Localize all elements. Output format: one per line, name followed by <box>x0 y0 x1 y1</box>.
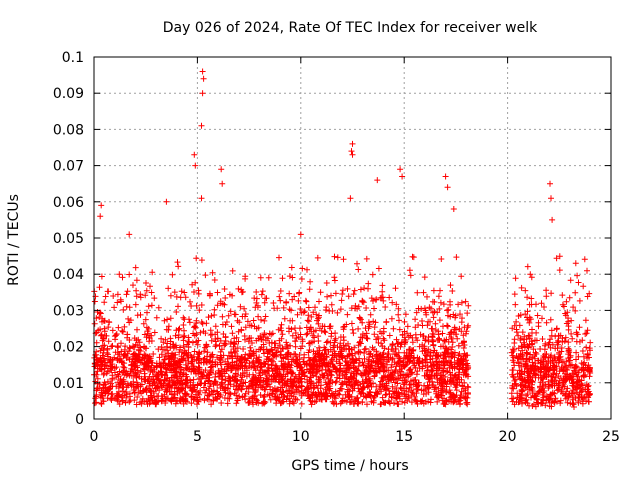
y-tick-label: 0.01 <box>53 376 84 392</box>
y-tick-label: 0.1 <box>62 50 84 66</box>
y-tick-label: 0.06 <box>53 195 84 211</box>
y-tick-label: 0.09 <box>53 86 84 102</box>
y-tick-label: 0.07 <box>53 159 84 175</box>
x-tick-label: 25 <box>602 429 620 445</box>
y-tick-label: 0.04 <box>53 267 84 283</box>
y-tick-label: 0.02 <box>53 340 84 356</box>
roti-markers <box>91 68 594 410</box>
x-tick-label: 10 <box>292 429 310 445</box>
x-tick-label: 5 <box>193 429 202 445</box>
x-tick-label: 20 <box>499 429 517 445</box>
y-tick-label: 0 <box>75 412 84 428</box>
y-tick-label: 0.03 <box>53 303 84 319</box>
x-tick-label: 0 <box>90 429 99 445</box>
x-tick-label: 15 <box>395 429 413 445</box>
x-axis-label: GPS time / hours <box>291 458 408 474</box>
x-tick-labels: 0 5 10 15 20 25 <box>90 429 620 445</box>
data-points <box>91 68 594 410</box>
chart-title: Day 026 of 2024, Rate Of TEC Index for r… <box>163 20 538 36</box>
y-tick-labels: 0 0.01 0.02 0.03 0.04 0.05 0.06 0.07 0.08 0.09 0.1 <box>53 50 84 428</box>
y-tick-label: 0.05 <box>53 231 84 247</box>
y-axis-label: ROTI / TECUs <box>6 194 22 286</box>
axis-ticks <box>93 56 612 420</box>
y-tick-label: 0.08 <box>53 122 84 138</box>
